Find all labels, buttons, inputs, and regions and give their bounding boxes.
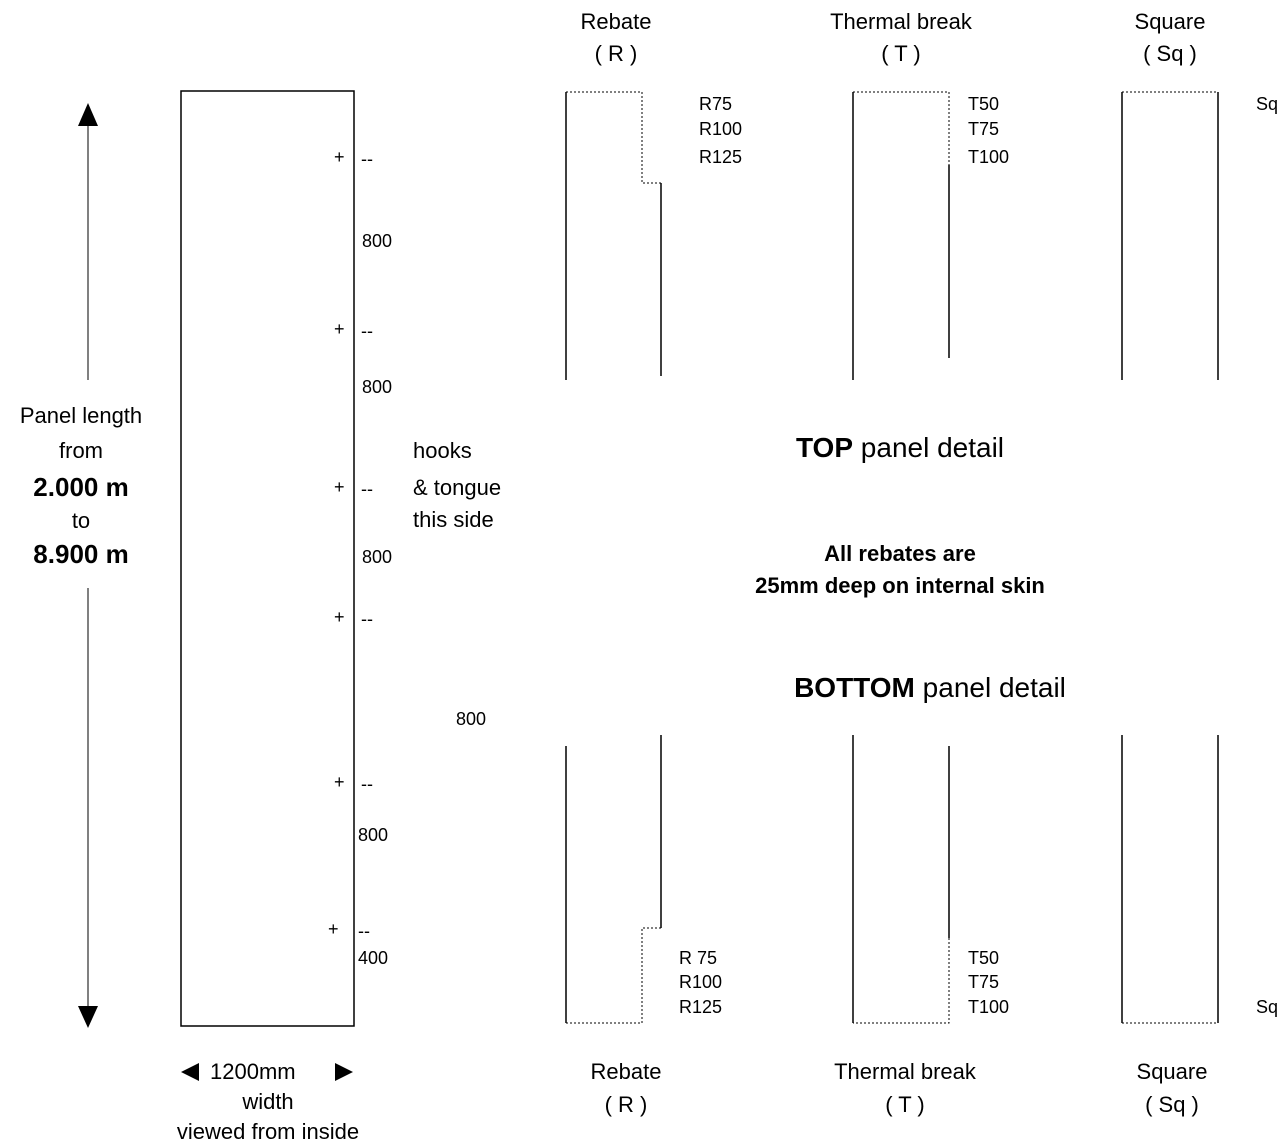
bottom-thermal-code-item: T75 (968, 972, 1000, 992)
top-thermal-name: Thermal break (830, 9, 972, 34)
length-max: 8.900 m (33, 539, 129, 569)
dash-mark: -- (361, 321, 373, 341)
top-rebate-code-item: R125 (699, 147, 743, 167)
length-min: 2.000 m (33, 472, 129, 502)
length-label-line2: from (59, 438, 103, 463)
top-square-code-item: Sq (1256, 94, 1279, 114)
dash-mark: -- (361, 479, 373, 499)
top-rebate-code: ( R ) (594, 41, 638, 66)
note-line2: 25mm deep on internal skin (755, 573, 1045, 598)
viewed-from-label: viewed from inside (176, 1119, 360, 1144)
hook-spacing: 800 (362, 231, 393, 251)
length-arrow (78, 103, 98, 1028)
width-arrow-right (335, 1063, 353, 1081)
top-thermal-profile (852, 91, 950, 380)
note-line1: All rebates are (824, 541, 976, 566)
dash-mark: -- (361, 609, 373, 629)
hook-mark: + (334, 147, 345, 167)
top-thermal-code-item: T75 (968, 119, 1000, 139)
top-detail-heading: TOP panel detail (680, 434, 1120, 462)
side-note-line1: hooks (413, 438, 472, 463)
length-to: to (71, 508, 91, 533)
top-square-name: Square (1134, 9, 1206, 34)
bottom-thermal-code: ( T ) (885, 1092, 925, 1117)
length-label-line1: Panel length (19, 403, 143, 428)
top-square-profile (1121, 91, 1219, 380)
hook-mark: + (334, 477, 345, 497)
dash-mark: -- (361, 774, 373, 794)
top-thermal-code: ( T ) (881, 41, 921, 66)
top-heading-bold: TOP (795, 432, 854, 463)
panel-outline (180, 90, 355, 1027)
bottom-rebate-name: Rebate (590, 1059, 662, 1084)
dash-mark: -- (361, 149, 373, 169)
hook-spacing: 800 (362, 547, 393, 567)
bottom-square-code: ( Sq ) (1145, 1092, 1199, 1117)
top-rebate-profile (565, 91, 662, 380)
bottom-thermal-name: Thermal break (834, 1059, 976, 1084)
top-rebate-name: Rebate (580, 9, 652, 34)
bottom-rebate-code-item: R 75 (679, 948, 718, 968)
hook-mark: + (334, 607, 345, 627)
side-note-line3: this side (413, 507, 494, 532)
bottom-heading-rest: panel detail (914, 672, 1066, 703)
hook-mark: + (334, 319, 345, 339)
hook-spacing: 800 (456, 709, 487, 729)
width-word: width (242, 1089, 294, 1114)
hook-spacing: 800 (358, 825, 389, 845)
hook-mark: + (334, 772, 345, 792)
top-thermal-code-item: T100 (968, 147, 1010, 167)
width-arrow-left (181, 1063, 199, 1081)
bottom-detail-heading: BOTTOM panel detail (680, 674, 1180, 702)
bottom-thermal-code-item: T50 (968, 948, 1000, 968)
bottom-thermal-code-item: T100 (968, 997, 1010, 1017)
width-label: 1200mm (210, 1059, 296, 1084)
top-rebate-code-item: R100 (699, 119, 743, 139)
top-rebate-code-item: R75 (699, 94, 733, 114)
bottom-rebate-code: ( R ) (604, 1092, 648, 1117)
bottom-square-profile (1121, 735, 1219, 1024)
hook-mark: + (328, 919, 339, 939)
top-heading-rest: panel detail (853, 432, 1005, 463)
top-thermal-code-item: T50 (968, 94, 1000, 114)
bottom-square-code-item: Sq (1256, 997, 1279, 1017)
top-square-code: ( Sq ) (1143, 41, 1197, 66)
hook-spacing: 400 (358, 948, 389, 968)
bottom-rebate-code-item: R125 (679, 997, 723, 1017)
bottom-heading-bold: BOTTOM (794, 672, 915, 703)
dash-mark: -- (358, 921, 370, 941)
bottom-square-name: Square (1136, 1059, 1208, 1084)
bottom-thermal-profile (852, 735, 950, 1024)
hook-spacing: 800 (362, 377, 393, 397)
bottom-rebate-profile (565, 735, 662, 1024)
side-note-line2: & tongue (413, 475, 502, 500)
bottom-rebate-code-item: R100 (679, 972, 723, 992)
